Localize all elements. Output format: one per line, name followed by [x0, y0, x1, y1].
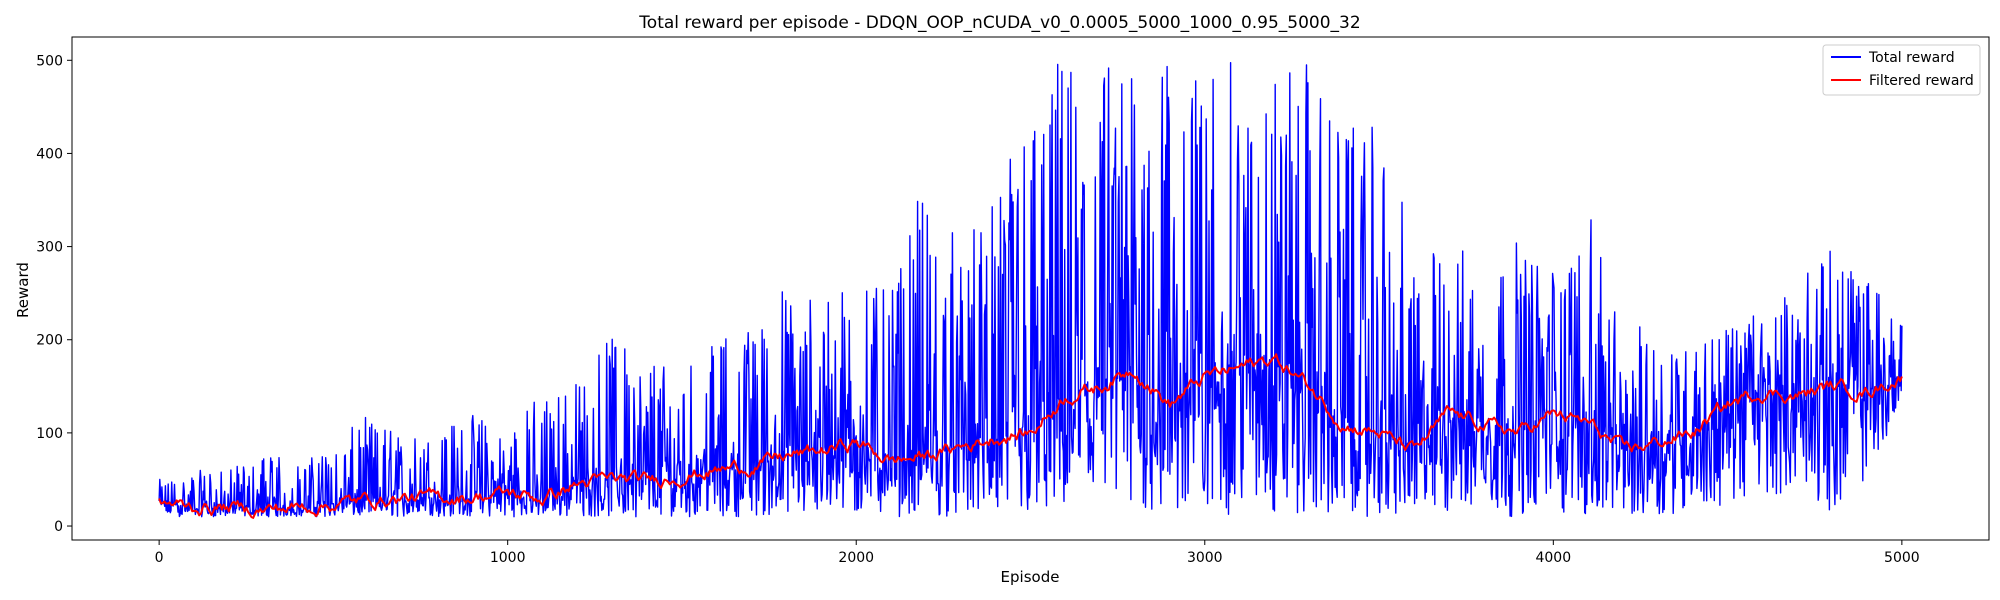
x-tick-label: 2000	[838, 550, 874, 566]
y-tick-label: 500	[36, 53, 63, 69]
legend: Total reward Filtered reward	[1822, 44, 1981, 96]
legend-box	[1822, 44, 1981, 96]
plot-area	[158, 62, 1903, 519]
series-filtered-reward-line	[158, 353, 1903, 519]
legend-entry-total: Total reward	[1868, 50, 1955, 66]
plot-frame	[71, 36, 1990, 541]
y-tick-label: 0	[54, 519, 63, 535]
x-tick-label: 4000	[1535, 550, 1571, 566]
x-tick-label: 3000	[1187, 550, 1223, 566]
x-axis-label: Episode	[1001, 568, 1060, 586]
y-tick-label: 300	[36, 240, 63, 256]
x-tick-label: 0	[155, 550, 164, 566]
chart-title: Total reward per episode - DDQN_OOP_nCUD…	[638, 13, 1360, 33]
x-axis: 0 1000 2000 3000 4000 5000	[155, 540, 1920, 566]
y-axis-label: Reward	[14, 262, 32, 318]
series-total-reward-line	[158, 62, 1903, 518]
y-tick-label: 100	[36, 426, 63, 442]
y-axis: 0 100 200 300 400 500	[36, 53, 72, 535]
legend-entry-filtered: Filtered reward	[1869, 73, 1974, 89]
y-tick-label: 200	[36, 333, 63, 349]
x-tick-label: 5000	[1884, 550, 1920, 566]
y-tick-label: 400	[36, 146, 63, 162]
x-tick-label: 1000	[490, 550, 526, 566]
